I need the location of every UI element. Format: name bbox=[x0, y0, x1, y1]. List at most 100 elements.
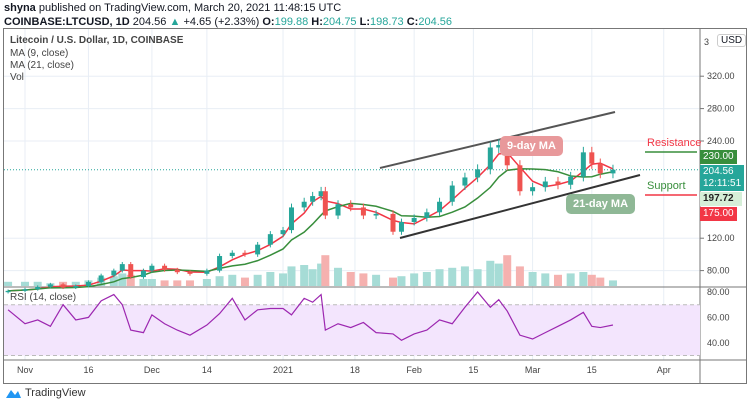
candle-body bbox=[475, 169, 481, 178]
x-tick-label: Feb bbox=[406, 365, 422, 375]
channel-lower-line bbox=[399, 174, 641, 239]
low-label: L: bbox=[359, 16, 371, 28]
volume-bar bbox=[435, 269, 444, 286]
x-tick-label: 15 bbox=[468, 365, 478, 375]
volume-bar bbox=[528, 272, 537, 286]
volume-bar bbox=[515, 266, 524, 286]
currency-button[interactable]: USD bbox=[717, 34, 747, 47]
volume-bar bbox=[4, 281, 13, 286]
candle-body bbox=[610, 169, 616, 174]
y-tick-label: 80.00 bbox=[707, 266, 730, 276]
brand-name: TradingView bbox=[25, 387, 86, 399]
candle-body bbox=[119, 264, 125, 271]
high-value: 204.75 bbox=[322, 16, 357, 28]
resistance-price-tag: 230.00 bbox=[700, 150, 737, 164]
candle-body bbox=[496, 145, 502, 148]
candle-body bbox=[373, 213, 379, 216]
channel-upper-line bbox=[379, 111, 616, 169]
volume-bar bbox=[486, 260, 495, 286]
y-tick-label: 120.00 bbox=[707, 233, 735, 243]
candle-body bbox=[60, 284, 66, 288]
rsi-tick-label: 40.00 bbox=[707, 338, 730, 348]
close-label: C: bbox=[406, 16, 419, 28]
close-value: 204.56 bbox=[418, 16, 452, 28]
volume-bar bbox=[334, 267, 343, 286]
candle-body bbox=[280, 230, 286, 235]
candle-body bbox=[73, 285, 79, 288]
candle-body bbox=[398, 222, 404, 232]
volume-bar bbox=[608, 280, 617, 286]
volume-bar bbox=[21, 281, 29, 286]
candle-body bbox=[487, 147, 493, 170]
y-tick-label: 320.00 bbox=[707, 71, 735, 81]
candle-body bbox=[22, 289, 28, 291]
support-label: Support bbox=[647, 180, 686, 192]
candle-body bbox=[348, 204, 354, 208]
volume-bar bbox=[503, 255, 512, 286]
low-value: 198.73 bbox=[370, 16, 404, 28]
last-price: 204.56 bbox=[132, 16, 167, 28]
legend-title: Litecoin / U.S. Dollar, 1D, COINBASE bbox=[10, 35, 184, 46]
legend-ma21: MA (21, close) bbox=[10, 60, 74, 71]
candle-body bbox=[187, 272, 193, 274]
open-label: O: bbox=[262, 16, 275, 28]
candle-body bbox=[217, 256, 223, 271]
candle-body bbox=[411, 217, 417, 222]
tradingview-logo[interactable]: TradingView bbox=[4, 387, 86, 399]
candle-body bbox=[318, 191, 324, 197]
support-price-tag: 197.72 bbox=[700, 192, 742, 206]
bar-countdown: 12:11:51 bbox=[703, 178, 742, 189]
volume-bar bbox=[266, 272, 275, 286]
volume-bar bbox=[202, 279, 211, 286]
volume-bar bbox=[359, 273, 368, 286]
candle-body bbox=[449, 185, 455, 202]
candle-body bbox=[322, 191, 328, 216]
candle-body bbox=[255, 244, 261, 255]
volume-bar bbox=[541, 273, 550, 286]
candle-body bbox=[580, 152, 586, 177]
legend-vol: Vol bbox=[10, 72, 24, 83]
up-arrow-icon: ▲ bbox=[169, 16, 181, 28]
legend-ma9: MA (9, close) bbox=[10, 48, 69, 59]
candle-body bbox=[390, 213, 396, 232]
volume-bar bbox=[308, 269, 317, 286]
candle-body bbox=[568, 176, 574, 185]
axis-top-label: 3 bbox=[704, 37, 710, 47]
x-tick-label: 18 bbox=[350, 365, 360, 375]
candle-body bbox=[597, 163, 603, 174]
volume-bar bbox=[228, 274, 237, 286]
volume-bar bbox=[33, 281, 42, 286]
publish-text: published on TradingView.com, March 20, … bbox=[38, 2, 342, 14]
rsi-band bbox=[4, 304, 700, 356]
volume-bar bbox=[279, 273, 288, 286]
candle-body bbox=[462, 177, 468, 186]
rsi-tick-label: 80.00 bbox=[707, 287, 730, 297]
candle-body bbox=[288, 207, 294, 231]
low-price-tag: 175.00 bbox=[700, 207, 737, 221]
volume-bar bbox=[173, 280, 182, 286]
candle-body bbox=[360, 207, 366, 216]
candle-body bbox=[437, 201, 443, 213]
publish-info: shyna published on TradingView.com, Marc… bbox=[4, 2, 341, 14]
open-value: 199.88 bbox=[274, 16, 309, 28]
candle-body bbox=[174, 269, 180, 273]
y-tick-label: 240.00 bbox=[707, 136, 735, 146]
candle-body bbox=[229, 252, 235, 257]
chart-frame[interactable] bbox=[3, 28, 747, 384]
volume-bar bbox=[160, 280, 169, 286]
x-tick-label: 14 bbox=[202, 365, 212, 375]
rsi-tick-label: 60.00 bbox=[707, 312, 730, 322]
volume-bar bbox=[553, 274, 562, 286]
ma9-callout: 9-day MA bbox=[500, 136, 563, 156]
x-tick-label: Nov bbox=[17, 365, 34, 375]
current-price-tag: 204.56 12:11:51 bbox=[700, 165, 745, 191]
volume-bar bbox=[448, 267, 457, 286]
candle-body bbox=[542, 181, 548, 188]
volume-bar bbox=[147, 279, 156, 286]
candle-body bbox=[204, 270, 210, 274]
candle-body bbox=[424, 212, 430, 218]
volume-bar bbox=[215, 276, 224, 286]
candle-body bbox=[301, 201, 307, 208]
rsi-line bbox=[7, 291, 614, 341]
